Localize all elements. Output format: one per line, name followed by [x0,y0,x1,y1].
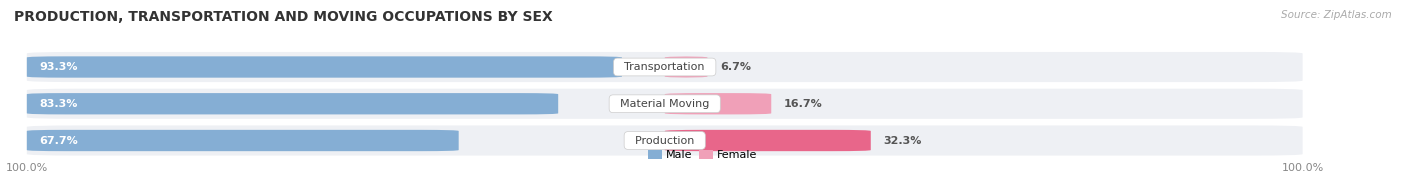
Text: Source: ZipAtlas.com: Source: ZipAtlas.com [1281,10,1392,20]
Text: Transportation: Transportation [617,62,711,72]
FancyBboxPatch shape [665,93,772,114]
FancyBboxPatch shape [27,52,1302,82]
Text: PRODUCTION, TRANSPORTATION AND MOVING OCCUPATIONS BY SEX: PRODUCTION, TRANSPORTATION AND MOVING OC… [14,10,553,24]
Text: 67.7%: 67.7% [39,135,79,145]
Text: 16.7%: 16.7% [785,99,823,109]
Text: Material Moving: Material Moving [613,99,717,109]
Text: 32.3%: 32.3% [883,135,922,145]
Text: 6.7%: 6.7% [720,62,751,72]
FancyBboxPatch shape [27,93,558,114]
FancyBboxPatch shape [665,130,870,151]
FancyBboxPatch shape [27,56,621,78]
FancyBboxPatch shape [27,130,458,151]
FancyBboxPatch shape [665,56,707,78]
FancyBboxPatch shape [27,89,1302,119]
Text: Production: Production [628,135,702,145]
Legend: Male, Female: Male, Female [644,145,762,165]
FancyBboxPatch shape [27,125,1302,156]
Text: 93.3%: 93.3% [39,62,79,72]
Text: 83.3%: 83.3% [39,99,77,109]
